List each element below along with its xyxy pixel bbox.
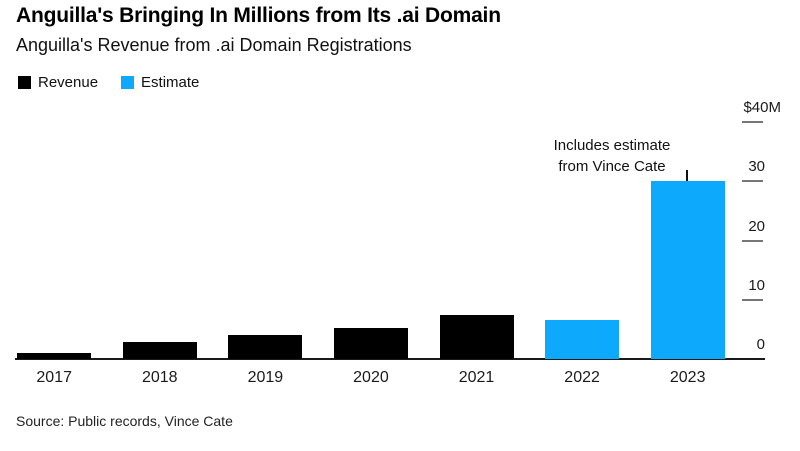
annotation-line-2: from Vince Cate xyxy=(558,157,666,175)
y-axis-tick-10 xyxy=(742,298,763,301)
x-axis-label-2023: 2023 xyxy=(669,369,706,386)
y-axis-label-10: 10 xyxy=(748,276,765,294)
revenue-swatch-icon xyxy=(18,76,31,89)
bar-2022-estimate xyxy=(545,319,620,359)
y-axis-label-20: 20 xyxy=(748,217,765,235)
annotation-line-1: Includes estimate xyxy=(553,137,671,154)
y-axis-label-40: $40M xyxy=(743,99,781,116)
x-axis-label-2022: 2022 xyxy=(564,369,600,386)
y-axis-label-0: 0 xyxy=(756,336,765,353)
page-title: Anguilla's Bringing In Millions from Its… xyxy=(16,4,501,27)
y-axis-tick-30 xyxy=(742,180,763,183)
x-axis-label-2019: 2019 xyxy=(247,369,284,386)
annotation-text: Includes estimate from Vince Cate xyxy=(500,136,724,177)
bar-2020-revenue xyxy=(333,328,408,359)
bar-2019-revenue xyxy=(228,335,303,359)
x-axis-label-2021: 2021 xyxy=(458,369,495,386)
bar-2021-revenue xyxy=(439,315,514,359)
y-axis-tick-20 xyxy=(742,239,763,242)
x-axis-label-2017: 2017 xyxy=(36,369,72,386)
y-axis-tick-40 xyxy=(742,121,763,123)
annotation-pointer-line xyxy=(686,170,688,186)
x-axis-line xyxy=(15,358,765,360)
bar-2018-revenue xyxy=(122,341,197,359)
x-axis-label-2020: 2020 xyxy=(353,369,389,386)
legend: Revenue Estimate xyxy=(18,74,199,91)
bar-2017-revenue xyxy=(17,353,92,359)
chart-subtitle: Anguilla's Revenue from .ai Domain Regis… xyxy=(16,35,412,55)
y-axis-label-30: 30 xyxy=(748,158,765,176)
legend-label-estimate: Estimate xyxy=(141,74,200,91)
x-axis-label-2018: 2018 xyxy=(141,369,178,386)
legend-label-revenue: Revenue xyxy=(38,74,99,91)
legend-item-revenue: Revenue xyxy=(18,74,98,91)
legend-item-estimate: Estimate xyxy=(121,74,199,91)
source-note: Source: Public records, Vince Cate xyxy=(16,413,233,429)
estimate-swatch-icon xyxy=(121,76,135,89)
bar-2023-estimate xyxy=(650,181,725,359)
